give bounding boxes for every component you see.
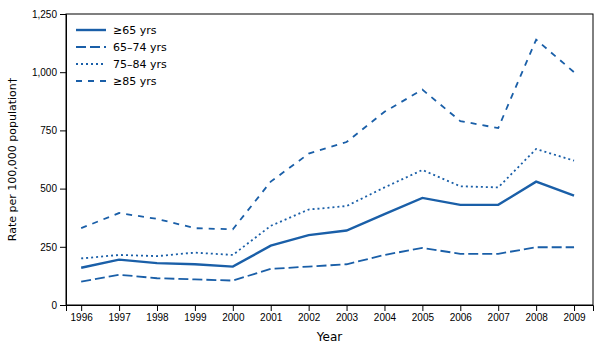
legend-item: ≥65 yrs xyxy=(76,24,157,37)
x-tick: 2006 xyxy=(450,305,473,323)
y-tick-label: 500 xyxy=(40,183,57,194)
x-tick-label: 1998 xyxy=(146,312,169,323)
x-tick-label: 2007 xyxy=(488,312,511,323)
legend-label: 75–84 yrs xyxy=(113,58,167,71)
legend-swatch xyxy=(76,29,106,31)
x-tick-label: 2003 xyxy=(336,312,359,323)
legend-item: ≥85 yrs xyxy=(76,75,157,88)
legend-label: ≥65 yrs xyxy=(113,24,157,37)
legend-label: 65–74 yrs xyxy=(113,41,167,54)
lines xyxy=(81,40,574,282)
y-tick: 1,000 xyxy=(32,67,66,78)
x-tick: 2002 xyxy=(298,305,321,323)
x-tick: 2005 xyxy=(412,305,435,323)
series-line xyxy=(81,182,574,268)
y-axis: 0 250 500 750 1,000 1,250 xyxy=(32,9,67,311)
x-tick: 2008 xyxy=(526,305,549,323)
x-tick-label: 2002 xyxy=(298,312,321,323)
x-tick: 2003 xyxy=(336,305,359,323)
y-tick: 500 xyxy=(40,183,66,194)
y-tick-mark xyxy=(60,14,66,15)
y-tick: 750 xyxy=(40,125,66,136)
x-axis-line xyxy=(67,306,594,312)
y-tick: 1,250 xyxy=(32,9,66,20)
x-tick-mark xyxy=(157,305,158,311)
x-tick-label: 2008 xyxy=(526,312,549,323)
y-tick-label: 750 xyxy=(40,125,57,136)
x-tick-label: 1996 xyxy=(71,312,94,323)
chart: 1996 1997 1998 1999 2000 2001 2002 2003 2004 2005… xyxy=(0,0,609,349)
x-tick-mark xyxy=(574,305,575,311)
x-tick-label: 2000 xyxy=(222,312,245,323)
x-tick-label: 1999 xyxy=(184,312,207,323)
y-tick-mark xyxy=(60,130,66,131)
x-tick: 1999 xyxy=(184,305,207,323)
plot-frame xyxy=(66,14,593,305)
x-tick-mark xyxy=(536,305,537,311)
y-tick-label: 250 xyxy=(40,242,57,253)
x-tick-label: 2006 xyxy=(450,312,473,323)
x-tick-mark xyxy=(422,305,423,311)
y-tick-mark xyxy=(60,247,66,248)
x-tick-mark xyxy=(347,305,348,311)
x-tick-mark xyxy=(119,305,120,311)
series-line xyxy=(81,247,574,281)
x-tick: 1996 xyxy=(71,305,94,323)
y-axis-line xyxy=(60,15,67,306)
x-tick-label: 2005 xyxy=(412,312,435,323)
y-tick-label: 0 xyxy=(51,300,57,311)
x-tick-label: 1997 xyxy=(108,312,131,323)
x-tick-mark xyxy=(195,305,196,311)
x-tick: 2009 xyxy=(563,305,586,323)
y-tick: 0 xyxy=(51,300,66,311)
legend: ≥65 yrs 65–74 yrs 75–84 yrs ≥85 yrs xyxy=(76,24,167,88)
x-tick: 2007 xyxy=(488,305,511,323)
x-axis-title: Year xyxy=(316,330,342,344)
y-tick-label: 1,000 xyxy=(32,67,57,78)
x-tick-label: 2004 xyxy=(374,312,397,323)
series-line xyxy=(81,40,574,230)
x-tick-label: 2001 xyxy=(260,312,283,323)
x-tick: 2000 xyxy=(222,305,245,323)
series-line xyxy=(81,149,574,258)
x-tick-mark xyxy=(384,305,385,311)
y-tick-mark xyxy=(60,72,66,73)
legend-swatch xyxy=(76,63,106,65)
x-tick: 1998 xyxy=(146,305,169,323)
x-tick-mark xyxy=(498,305,499,311)
legend-label: ≥85 yrs xyxy=(113,75,157,88)
y-tick-label: 1,250 xyxy=(32,9,57,20)
legend-swatch xyxy=(76,80,106,82)
x-tick-mark xyxy=(460,305,461,311)
x-tick: 1997 xyxy=(108,305,131,323)
y-tick-mark xyxy=(60,305,66,306)
y-tick: 250 xyxy=(40,242,66,253)
x-tick-mark xyxy=(271,305,272,311)
x-tick-mark xyxy=(309,305,310,311)
x-tick-label: 2009 xyxy=(563,312,586,323)
legend-item: 75–84 yrs xyxy=(76,58,167,71)
legend-swatch xyxy=(76,46,106,48)
legend-item: 65–74 yrs xyxy=(76,41,167,54)
y-axis-title: Rate per 100,000 population† xyxy=(6,77,19,241)
x-tick-mark xyxy=(81,305,82,311)
x-tick: 2004 xyxy=(374,305,397,323)
y-tick-mark xyxy=(60,189,66,190)
x-tick: 2001 xyxy=(260,305,283,323)
x-tick-mark xyxy=(233,305,234,311)
x-axis: 1996 1997 1998 1999 2000 2001 2002 2003 2004 2005… xyxy=(67,305,594,323)
plot: 1996 1997 1998 1999 2000 2001 2002 2003 2004 2005… xyxy=(32,9,594,323)
